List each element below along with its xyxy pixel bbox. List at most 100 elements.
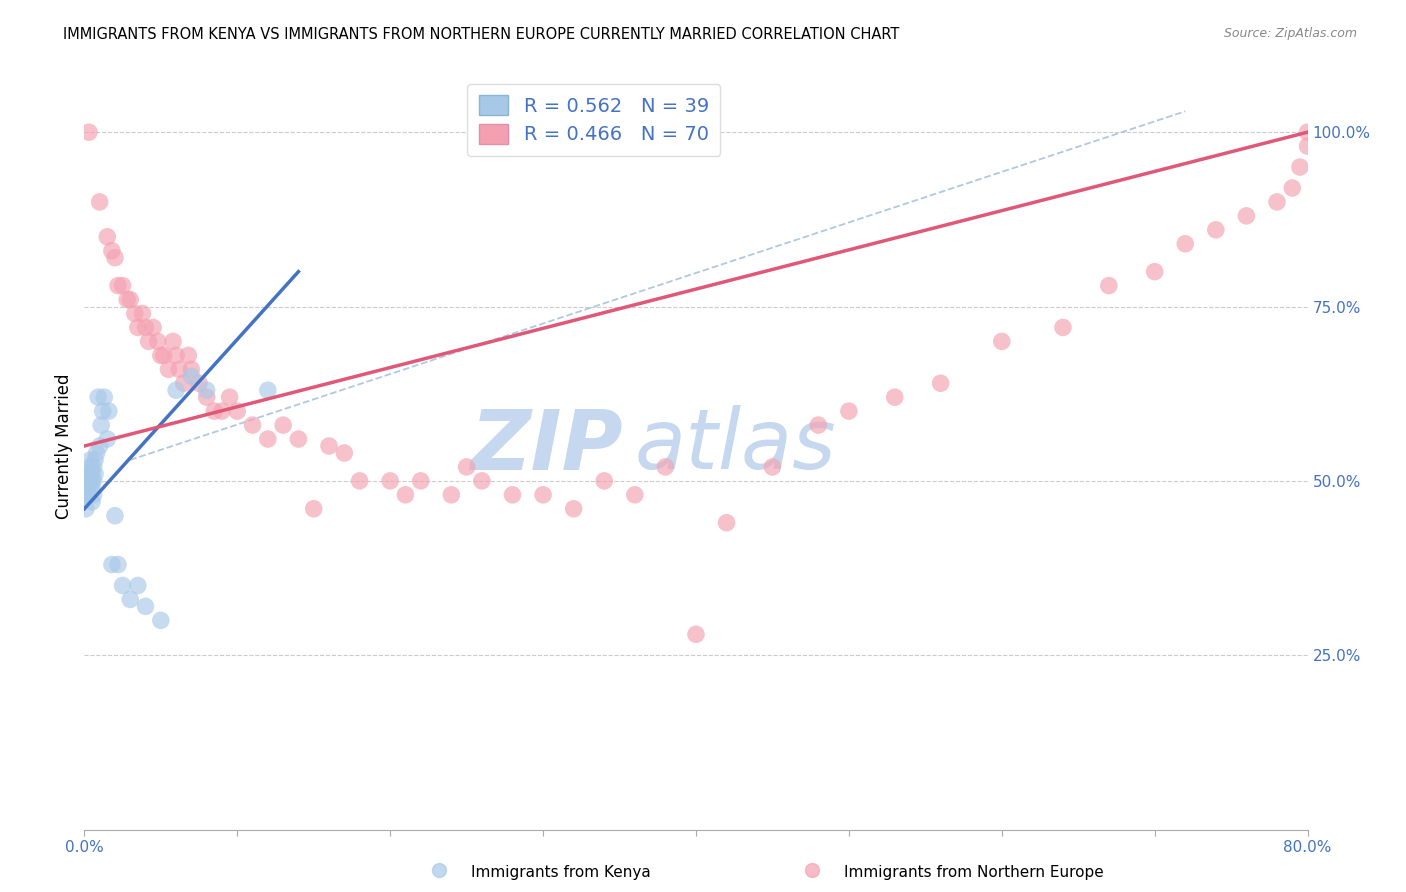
Point [89, 194, 111, 209]
Point [883, 390, 905, 404]
Point [77, 474, 100, 488]
Point [716, 516, 738, 530]
Point [93, 390, 115, 404]
Point [149, 613, 172, 627]
Point [302, 501, 325, 516]
Text: IMMIGRANTS FROM KENYA VS IMMIGRANTS FROM NORTHERN EUROPE CURRENTLY MARRIED CORRE: IMMIGRANTS FROM KENYA VS IMMIGRANTS FROM… [63, 27, 900, 42]
Point [120, 592, 142, 607]
Point [654, 459, 676, 474]
Point [991, 334, 1014, 349]
Text: ZIP: ZIP [470, 406, 623, 486]
Point [107, 558, 129, 572]
Point [531, 488, 554, 502]
Point [188, 376, 211, 391]
Point [1205, 223, 1227, 237]
Point [380, 474, 402, 488]
Point [84, 453, 107, 467]
Point [76, 481, 98, 495]
Point [75, 488, 97, 502]
Point [456, 459, 478, 474]
Point [107, 278, 129, 293]
Point [1296, 125, 1319, 139]
Point [91, 404, 114, 418]
Point [131, 306, 153, 320]
Legend: R = 0.562   N = 39, R = 0.466   N = 70: R = 0.562 N = 39, R = 0.466 N = 70 [467, 84, 720, 156]
Point [83, 488, 105, 502]
Point [77, 125, 100, 139]
Point [318, 439, 340, 453]
Point [89, 439, 111, 453]
Point [195, 390, 218, 404]
Point [149, 348, 172, 362]
Point [142, 320, 165, 334]
Point [80, 467, 103, 481]
Point [80, 495, 103, 509]
Point [257, 432, 280, 446]
Point [1265, 194, 1288, 209]
Point [180, 362, 202, 376]
Point [257, 383, 280, 397]
Point [333, 446, 356, 460]
Point [75, 501, 97, 516]
Point [79, 459, 101, 474]
Point [165, 383, 187, 397]
Point [1052, 320, 1074, 334]
Point [79, 453, 101, 467]
Point [135, 320, 157, 334]
Point [1143, 265, 1166, 279]
Point [349, 474, 371, 488]
Point [87, 390, 110, 404]
Point [761, 459, 783, 474]
Point [101, 558, 124, 572]
Point [807, 418, 830, 433]
Text: Immigrants from Kenya: Immigrants from Kenya [471, 865, 651, 880]
Point [146, 334, 169, 349]
Point [120, 293, 142, 307]
Point [138, 334, 160, 349]
Point [115, 293, 138, 307]
Point [165, 348, 187, 362]
Point [202, 404, 225, 418]
Point [80, 474, 103, 488]
Point [562, 501, 585, 516]
Point [135, 599, 157, 614]
Point [173, 376, 195, 391]
Point [287, 432, 309, 446]
Point [177, 348, 200, 362]
Point [440, 488, 463, 502]
Point [84, 467, 107, 481]
Point [226, 404, 249, 418]
Y-axis label: Currently Married: Currently Married [55, 373, 73, 519]
Point [180, 369, 202, 384]
Point [83, 459, 105, 474]
Point [211, 404, 233, 418]
Point [218, 390, 240, 404]
Point [77, 488, 100, 502]
Point [86, 446, 108, 460]
Point [1098, 278, 1121, 293]
Point [80, 481, 103, 495]
Point [593, 474, 616, 488]
Point [801, 863, 824, 878]
Point [90, 418, 112, 433]
Point [271, 418, 294, 433]
Point [1289, 160, 1312, 174]
Text: Source: ZipAtlas.com: Source: ZipAtlas.com [1223, 27, 1357, 40]
Point [1174, 236, 1197, 251]
Point [83, 474, 105, 488]
Point [111, 278, 134, 293]
Point [624, 488, 647, 502]
Point [153, 348, 176, 362]
Point [124, 306, 146, 320]
Point [111, 578, 134, 592]
Point [104, 508, 127, 523]
Point [97, 404, 120, 418]
Point [76, 474, 98, 488]
Text: Immigrants from Northern Europe: Immigrants from Northern Europe [844, 865, 1104, 880]
Point [96, 229, 118, 244]
Text: atlas: atlas [636, 406, 837, 486]
Point [929, 376, 952, 391]
Point [242, 418, 264, 433]
Point [127, 320, 149, 334]
Point [104, 251, 127, 265]
